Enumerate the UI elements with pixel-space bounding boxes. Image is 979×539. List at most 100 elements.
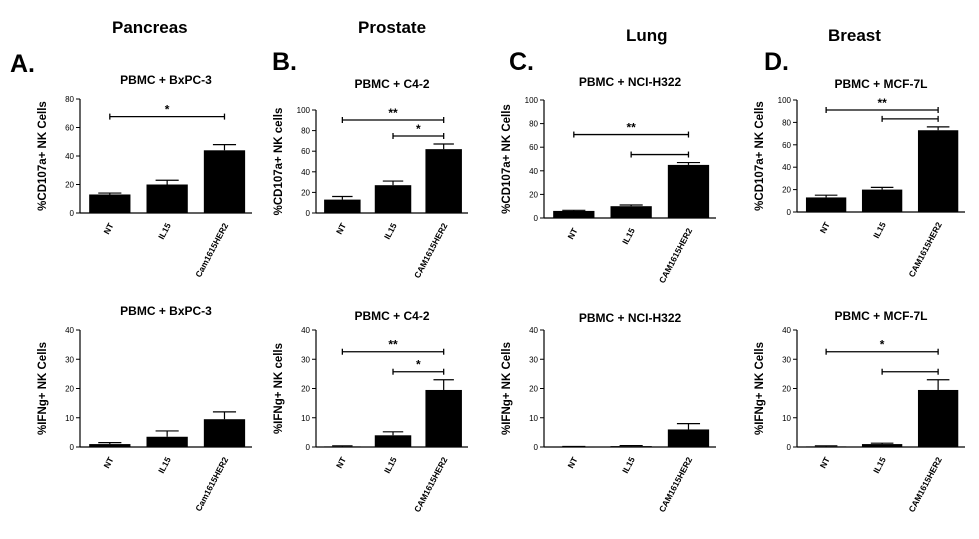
- bar: [146, 184, 188, 213]
- y-tick-label: 60: [529, 143, 538, 152]
- chart-title: PBMC + MCF-7L: [835, 309, 928, 323]
- bar: [374, 185, 412, 213]
- y-tick-label: 0: [306, 209, 311, 218]
- bar: [667, 429, 710, 447]
- x-tick-label: NT: [334, 455, 349, 470]
- panel-letter-d: D.: [764, 48, 789, 76]
- x-tick-label: IL15: [871, 455, 888, 475]
- x-tick-label: NT: [818, 455, 833, 470]
- y-tick-label: 10: [301, 414, 310, 423]
- y-tick-label: 20: [529, 190, 538, 199]
- y-tick-label: 80: [65, 95, 74, 104]
- bar: [425, 389, 462, 447]
- bar: [324, 199, 361, 213]
- x-tick-label: NT: [101, 221, 116, 236]
- y-tick-label: 80: [529, 120, 538, 129]
- bar: [667, 164, 710, 218]
- y-axis-label: %IFNg+ NK cells: [273, 343, 285, 434]
- bar: [203, 419, 246, 447]
- y-tick-label: 60: [782, 141, 791, 150]
- y-tick-label: 40: [65, 152, 74, 161]
- y-tick-label: 20: [529, 385, 538, 394]
- x-tick-label: IL15: [620, 455, 637, 475]
- x-tick-label: Cam1615HER2: [193, 455, 230, 513]
- significance-label: **: [388, 106, 398, 120]
- bar: [861, 189, 903, 212]
- column-title-pancreas: Pancreas: [112, 18, 188, 37]
- x-tick-label: NT: [101, 455, 116, 470]
- chart-5: PBMC + C4-2 %IFNg+ NK cells 0 10 20 30 40 NT IL1…: [273, 309, 468, 514]
- y-tick-label: 20: [65, 181, 74, 190]
- chart-title: PBMC + C4-2: [354, 309, 429, 323]
- x-tick-label: IL15: [382, 455, 399, 475]
- x-tick-label: IL15: [382, 221, 399, 241]
- y-tick-label: 100: [297, 106, 311, 115]
- y-axis-label: %IFNg+ NK Cells: [754, 342, 766, 435]
- y-tick-label: 40: [529, 326, 538, 335]
- significance-label: **: [626, 121, 636, 135]
- y-tick-label: 0: [306, 443, 311, 452]
- x-tick-label: CAM1615HER2: [906, 455, 944, 514]
- bar: [553, 446, 595, 448]
- column-title-lung: Lung: [626, 26, 668, 45]
- x-tick-label: IL15: [620, 226, 637, 246]
- chart-0: PBMC + BxPC-3 %CD107a+ NK Cells 0 20 40 60 80 N…: [37, 73, 252, 279]
- x-tick-label: CAM1615HER2: [657, 226, 695, 285]
- y-tick-label: 60: [301, 147, 310, 156]
- bar: [805, 446, 847, 448]
- y-tick-label: 30: [782, 355, 791, 364]
- bar: [89, 444, 131, 447]
- y-tick-label: 0: [70, 209, 75, 218]
- panel-letter-c: C.: [509, 48, 534, 76]
- y-tick-label: 40: [65, 326, 74, 335]
- x-tick-label: IL15: [156, 221, 173, 241]
- bar: [425, 149, 462, 213]
- panel-letter-b: B.: [272, 48, 297, 76]
- bar: [324, 446, 361, 448]
- bar: [203, 150, 246, 213]
- y-tick-label: 40: [301, 326, 310, 335]
- y-tick-label: 0: [787, 443, 792, 452]
- chart-2: PBMC + NCI-H322 %CD107a+ NK Cells 0 20 40 60 8…: [501, 75, 716, 285]
- y-axis-label: %CD107a+ NK cells: [273, 108, 285, 216]
- y-tick-label: 0: [534, 214, 539, 223]
- bar: [553, 210, 595, 218]
- chart-title: PBMC + C4-2: [354, 77, 429, 91]
- y-axis-label: %CD107a+ NK Cells: [37, 101, 49, 211]
- y-axis-label: %CD107a+ NK Cells: [501, 104, 513, 214]
- y-tick-label: 40: [529, 167, 538, 176]
- x-tick-label: NT: [334, 221, 349, 236]
- x-tick-label: CAM1615HER2: [906, 220, 944, 279]
- y-tick-label: 0: [534, 443, 539, 452]
- bar: [610, 446, 652, 447]
- bar: [861, 444, 903, 447]
- panel-letter-a: A.: [10, 50, 35, 78]
- y-tick-label: 10: [782, 414, 791, 423]
- bar: [917, 389, 959, 447]
- y-tick-label: 20: [782, 385, 791, 394]
- significance-label: *: [416, 358, 421, 372]
- bar: [89, 194, 131, 213]
- significance-label: *: [880, 338, 885, 352]
- chart-3: PBMC + MCF-7L %CD107a+ NK Cells 0 20 40 60 80 1…: [754, 77, 965, 279]
- y-tick-label: 40: [782, 326, 791, 335]
- y-tick-label: 60: [65, 124, 74, 133]
- x-tick-label: CAM1615HER2: [657, 455, 695, 514]
- y-tick-label: 0: [70, 443, 75, 452]
- x-tick-label: NT: [818, 220, 833, 235]
- chart-4: PBMC + BxPC-3 %IFNg+ NK Cells 0 10 20 30 40 NT I…: [37, 304, 252, 513]
- significance-label: **: [877, 96, 887, 110]
- chart-title: PBMC + NCI-H322: [579, 75, 682, 89]
- column-title-breast: Breast: [828, 26, 881, 45]
- x-tick-label: NT: [565, 455, 580, 470]
- y-tick-label: 20: [301, 188, 310, 197]
- y-tick-label: 20: [65, 385, 74, 394]
- bar: [374, 435, 412, 447]
- y-tick-label: 30: [529, 355, 538, 364]
- x-tick-label: CAM1615HER2: [412, 221, 450, 280]
- y-axis-label: %IFNg+ NK Cells: [501, 342, 513, 435]
- y-tick-label: 0: [787, 208, 792, 217]
- chart-title: PBMC + MCF-7L: [835, 77, 928, 91]
- significance-label: **: [388, 338, 398, 352]
